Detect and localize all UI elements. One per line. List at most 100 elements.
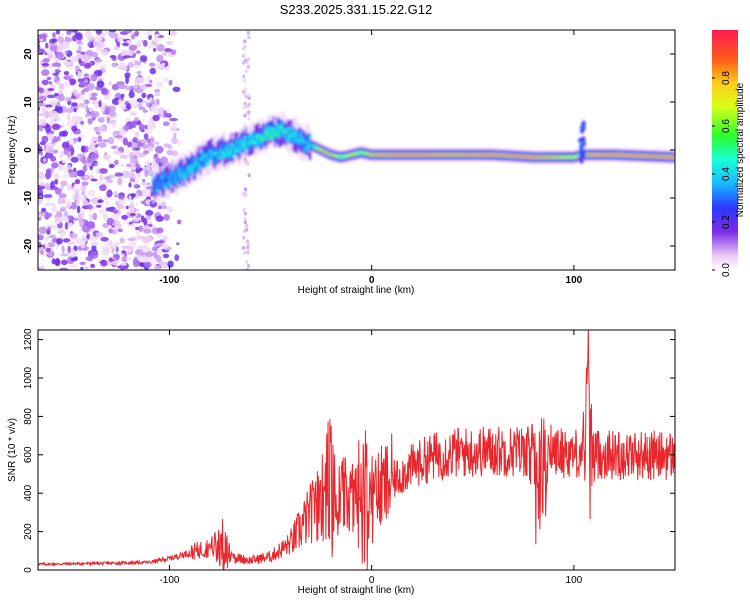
- noise-blob: [85, 266, 89, 270]
- noise-blob: [172, 121, 177, 130]
- noise-blob: [160, 110, 164, 119]
- ridge-cell: [152, 173, 155, 185]
- noise-blob: [62, 198, 66, 204]
- noise-blob: [78, 194, 83, 201]
- noise-blob: [242, 245, 246, 250]
- ridge-cell: [474, 153, 477, 156]
- noise-blob: [143, 150, 149, 155]
- noise-blob: [99, 184, 107, 192]
- ridge-cell: [166, 178, 170, 185]
- noise-blob: [134, 78, 141, 86]
- burst-blob: [578, 156, 583, 162]
- ridge-cell: [481, 153, 485, 156]
- noise-blob: [243, 250, 247, 255]
- noise-blob: [147, 146, 154, 152]
- noise-blob: [155, 81, 164, 88]
- ridge-cell: [172, 172, 175, 180]
- noise-blob: [246, 161, 250, 166]
- noise-blob: [130, 193, 136, 198]
- ridge-cell: [485, 153, 488, 156]
- ridge-cell: [603, 153, 607, 156]
- ridge-cell: [589, 153, 592, 156]
- ridge-cell: [265, 132, 268, 140]
- noise-blob: [72, 88, 78, 96]
- noise-blob: [128, 90, 135, 99]
- noise-blob: [135, 173, 142, 178]
- noise-blob: [145, 209, 154, 216]
- ridge-cell: [225, 152, 228, 157]
- ridge-cell: [570, 156, 574, 158]
- noise-blob: [92, 212, 98, 221]
- noise-blob: [100, 49, 109, 56]
- colorbar: 0.0 0.2 0.4 0.6 0.8 Normalized spectral ampl…: [712, 30, 746, 277]
- burst-blob: [578, 148, 583, 154]
- ridge-cell: [519, 155, 523, 158]
- noise-blob: [171, 137, 178, 145]
- ridge-cell: [552, 156, 556, 158]
- noise-blob: [62, 160, 66, 164]
- ridge-cell: [652, 155, 656, 158]
- noise-blob: [145, 215, 152, 221]
- noise-blob: [105, 207, 111, 212]
- ridge-cell: [205, 154, 208, 162]
- noise-blob: [245, 223, 249, 228]
- noise-blob: [153, 251, 158, 259]
- ridge-cell: [443, 153, 447, 156]
- noise-blob: [77, 45, 82, 52]
- noise-blob: [41, 105, 48, 114]
- ridge-cell: [465, 153, 468, 156]
- ridge-cell: [605, 153, 608, 156]
- noise-blob: [38, 226, 48, 235]
- noise-blob: [86, 204, 93, 210]
- noise-blob: [129, 157, 139, 165]
- ridge-cell: [256, 134, 259, 139]
- noise-blob: [243, 92, 247, 97]
- ridge-cell: [507, 154, 510, 157]
- ridge-cell: [216, 154, 219, 162]
- ridge-cell: [221, 145, 224, 157]
- ridge-cell: [234, 148, 237, 152]
- noise-blob: [161, 51, 167, 57]
- ridge-cell: [266, 131, 270, 136]
- ridge-cell: [416, 153, 419, 156]
- ridge-cell: [279, 125, 283, 136]
- ridge-cell: [405, 153, 408, 156]
- noise-blob: [67, 150, 72, 157]
- noise-blob: [80, 120, 84, 125]
- ridge-cell: [541, 156, 545, 158]
- noise-blob: [67, 113, 71, 121]
- noise-blob: [246, 245, 250, 250]
- ridge-cell: [454, 153, 457, 156]
- spectrogram-ytick-label: -20: [23, 238, 34, 253]
- noise-blob: [128, 194, 132, 202]
- noise-blob: [111, 219, 121, 227]
- ridge-cell: [219, 140, 223, 156]
- noise-blob: [60, 259, 68, 266]
- ridge-cell: [172, 179, 175, 184]
- ridge-cell: [299, 138, 303, 142]
- ridge-cell: [401, 153, 405, 156]
- noise-blob: [99, 174, 104, 183]
- noise-blob: [46, 50, 53, 56]
- ridge-cell: [266, 130, 270, 142]
- noise-blob: [153, 48, 157, 52]
- noise-blob: [246, 250, 250, 255]
- noise-blob: [47, 227, 51, 231]
- noise-blob: [98, 125, 106, 132]
- ridge-cell: [418, 153, 421, 156]
- noise-blob: [156, 44, 165, 52]
- noise-blob: [81, 211, 85, 219]
- noise-blob: [94, 162, 98, 167]
- noise-blob: [38, 234, 44, 241]
- noise-blob: [97, 199, 104, 203]
- noise-blob: [126, 171, 136, 179]
- noise-blob: [156, 227, 164, 234]
- ridge-cell: [649, 155, 652, 158]
- noise-blob: [96, 80, 105, 88]
- noise-blob: [44, 124, 52, 133]
- ridge-cell: [290, 130, 294, 142]
- noise-blob: [139, 84, 147, 90]
- ridge-cell: [374, 153, 377, 156]
- ridge-cell: [640, 155, 643, 157]
- noise-blob: [149, 79, 153, 84]
